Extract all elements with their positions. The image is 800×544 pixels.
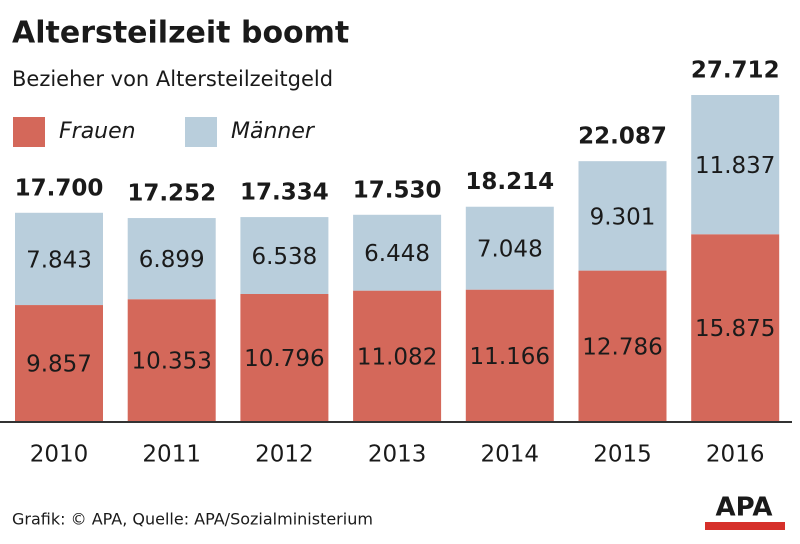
value-label: 15.875 — [695, 316, 775, 342]
value-label: 6.448 — [364, 241, 430, 267]
legend-swatch — [185, 117, 217, 147]
value-label: 9.857 — [26, 352, 92, 378]
bar-segment — [353, 214, 442, 291]
legend-swatch — [13, 117, 45, 147]
x-tick-label: 2013 — [368, 442, 427, 468]
value-label: 6.899 — [139, 247, 205, 273]
chart-subtitle: Bezieher von Altersteilzeitgeld — [12, 67, 333, 91]
x-tick-label: 2012 — [255, 442, 314, 468]
x-tick-label: 2016 — [706, 442, 765, 468]
value-label: 10.353 — [131, 349, 211, 375]
legend-label: Frauen — [59, 119, 136, 144]
total-label: 17.530 — [353, 177, 442, 203]
bar-segment — [127, 218, 216, 300]
total-label: 18.214 — [465, 169, 554, 195]
value-label: 10.796 — [244, 346, 324, 372]
value-label: 11.837 — [695, 153, 775, 179]
bar-segment — [578, 161, 667, 271]
x-tick-label: 2015 — [593, 442, 652, 468]
total-label: 17.252 — [127, 181, 216, 207]
x-tick-label: 2011 — [142, 442, 201, 468]
bar-segment — [465, 206, 554, 290]
x-tick-label: 2010 — [30, 442, 89, 468]
bar-segment — [240, 293, 329, 421]
total-label: 27.712 — [691, 58, 780, 84]
bar-segment — [691, 95, 780, 235]
total-label: 17.700 — [15, 175, 104, 201]
total-label: 17.334 — [240, 180, 329, 206]
value-label: 9.301 — [590, 204, 656, 230]
value-label: 12.786 — [582, 334, 662, 360]
bar-segment — [353, 290, 442, 421]
value-label: 11.082 — [357, 344, 437, 370]
x-tick-label: 2014 — [481, 442, 540, 468]
bar-segment — [578, 270, 667, 421]
chart-title: Altersteilzeit boomt — [12, 16, 349, 51]
source: Grafik: © APA, Quelle: APA/Sozialministe… — [12, 510, 373, 529]
value-label: 7.048 — [477, 237, 543, 263]
bar-segment — [127, 299, 216, 421]
bar-segment — [465, 289, 554, 421]
value-label: 6.538 — [251, 244, 317, 270]
bar-segment — [240, 217, 329, 294]
bar-segment — [15, 305, 103, 421]
bar-segment — [15, 212, 103, 306]
legend-label: Männer — [231, 119, 316, 144]
logo-bar — [705, 522, 785, 530]
total-label: 22.087 — [578, 124, 667, 150]
value-label: 11.166 — [470, 344, 550, 370]
bar-segment — [691, 234, 780, 421]
logo: APA — [716, 493, 773, 523]
value-label: 7.843 — [26, 247, 92, 273]
